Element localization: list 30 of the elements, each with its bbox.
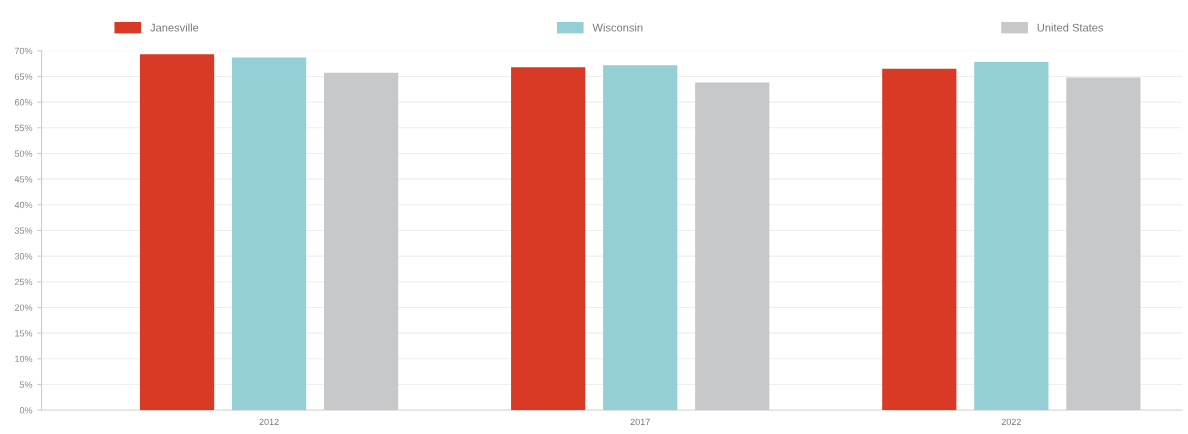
y-tick-label: 50% [14,150,33,157]
x-tick-label: 2022 [1001,418,1021,426]
bar [1066,77,1141,411]
x-tick-label: 2012 [259,418,279,426]
y-tick-label: 25% [14,278,33,286]
y-tick-label: 70% [14,47,33,55]
x-tick-label: 2017 [630,418,650,426]
bar [511,67,586,411]
bar [324,72,399,411]
legend-label: United States [1037,23,1104,32]
y-tick-label: 20% [14,304,33,311]
bar [139,54,215,411]
y-tick-label: 35% [14,227,33,234]
y-tick-label: 55% [14,124,33,132]
y-tick-label: 60% [14,99,33,106]
y-tick-label: 0% [19,407,33,414]
bar [695,82,770,411]
bar [231,57,307,411]
bar [603,65,678,411]
y-tick-label: 15% [15,330,33,337]
legend-label: Janesville [150,23,199,32]
y-tick-label: 30% [14,253,33,260]
y-tick-label: 5% [19,381,33,388]
legend-label: Wisconsin [592,23,643,32]
y-tick-label: 45% [14,176,33,183]
y-tick-label: 10% [15,355,33,363]
y-tick-label: 65% [14,73,33,80]
bar [882,68,957,411]
bar [974,62,1049,411]
y-tick-label: 40% [14,201,33,209]
